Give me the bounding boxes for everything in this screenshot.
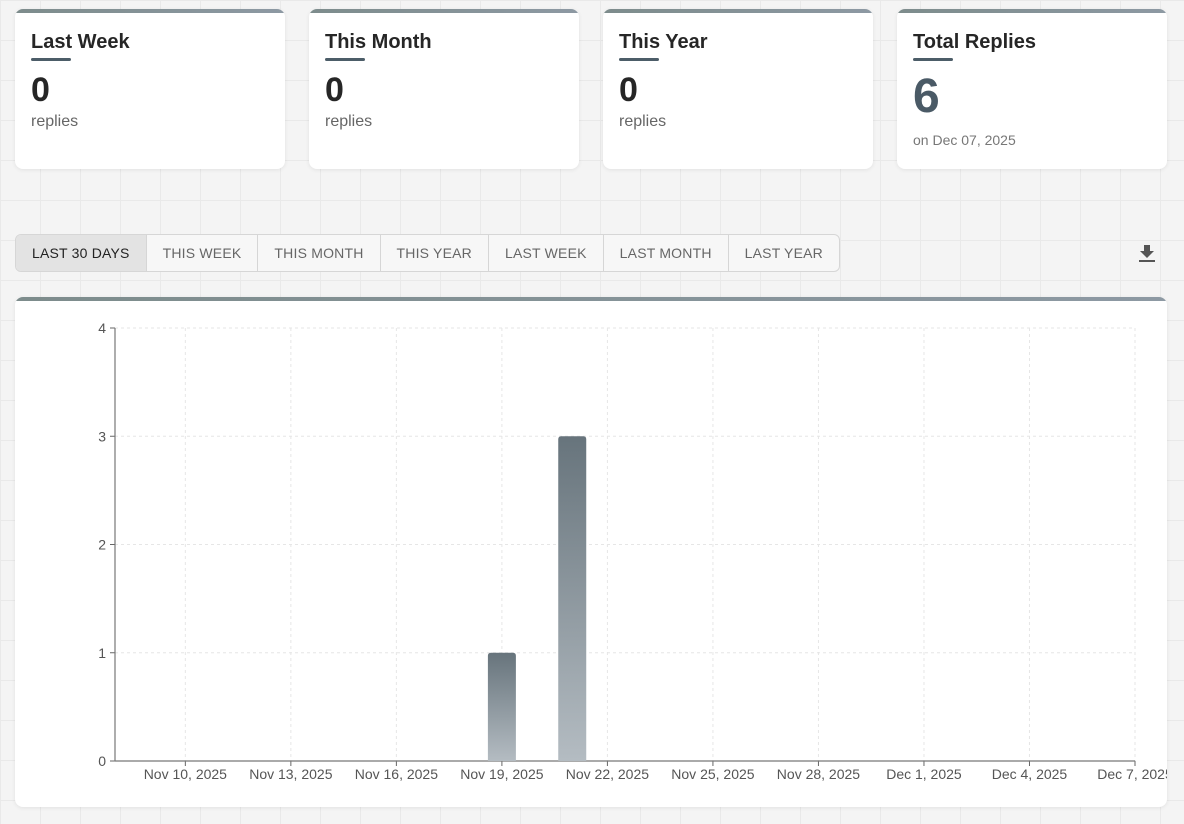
y-tick-label: 3 [98,428,106,444]
y-tick-label: 1 [98,645,106,661]
y-tick-label: 2 [98,537,106,553]
tab-last-year[interactable]: LAST YEAR [744,245,823,261]
download-icon [1139,245,1155,262]
stat-card-this-year: This Year 0 replies [603,9,873,169]
x-tick-label: Dec 1, 2025 [886,766,962,782]
title-underline [31,58,71,61]
title-underline [619,58,659,61]
replies-bar-chart: 0 1 2 3 4 Nov 10, 2025 Nov 13, 2025 Nov 16, 202… [98,320,1167,782]
card-unit: replies [619,113,667,130]
tab-this-week[interactable]: THIS WEEK [147,235,259,271]
card-value: 0 [31,71,50,109]
x-tick-label: Nov 22, 2025 [566,766,649,782]
chart-bar [487,652,516,761]
y-tick-label: 0 [98,753,106,769]
x-tick-label: Dec 4, 2025 [992,766,1068,782]
y-tick-label: 4 [98,320,106,336]
card-title: This Year [619,31,708,53]
title-underline [325,58,365,61]
stat-card-total-replies: Total Replies 6 on Dec 07, 2025 [897,9,1167,169]
x-tick-label: Nov 25, 2025 [671,766,754,782]
card-unit: replies [325,113,373,130]
card-title: Total Replies [913,31,1036,53]
x-tick-label: Nov 16, 2025 [355,766,438,782]
tab-this-year[interactable]: THIS YEAR [381,235,489,271]
chart-bar [558,436,587,761]
tab-this-month[interactable]: THIS MONTH [258,235,381,271]
x-tick-label: Nov 13, 2025 [249,766,332,782]
total-date: on Dec 07, 2025 [913,132,1016,148]
card-title: Last Week [31,31,130,53]
download-button[interactable] [1136,242,1158,264]
total-value: 6 [913,70,940,123]
tab-last-month[interactable]: LAST MONTH [604,235,729,271]
card-unit: replies [31,113,79,130]
card-value: 0 [325,71,344,109]
x-tick-label: Dec 7, 2025 [1097,766,1167,782]
x-tick-label: Nov 10, 2025 [144,766,227,782]
period-tabs: LAST 30 DAYS THIS WEEK THIS MONTH THIS Y… [15,234,840,272]
card-title: This Month [325,31,432,53]
card-value: 0 [619,71,638,109]
x-tick-label: Nov 19, 2025 [460,766,543,782]
replies-chart-card: 0 1 2 3 4 Nov 10, 2025 Nov 13, 2025 Nov 16, 202… [15,297,1167,807]
tab-last-30-days[interactable]: LAST 30 DAYS [16,235,147,271]
stat-card-this-month: This Month 0 replies [309,9,579,169]
stat-card-last-week: Last Week 0 replies [15,9,285,169]
tab-last-week[interactable]: LAST WEEK [489,235,604,271]
x-tick-label: Nov 28, 2025 [777,766,860,782]
title-underline [913,58,953,61]
